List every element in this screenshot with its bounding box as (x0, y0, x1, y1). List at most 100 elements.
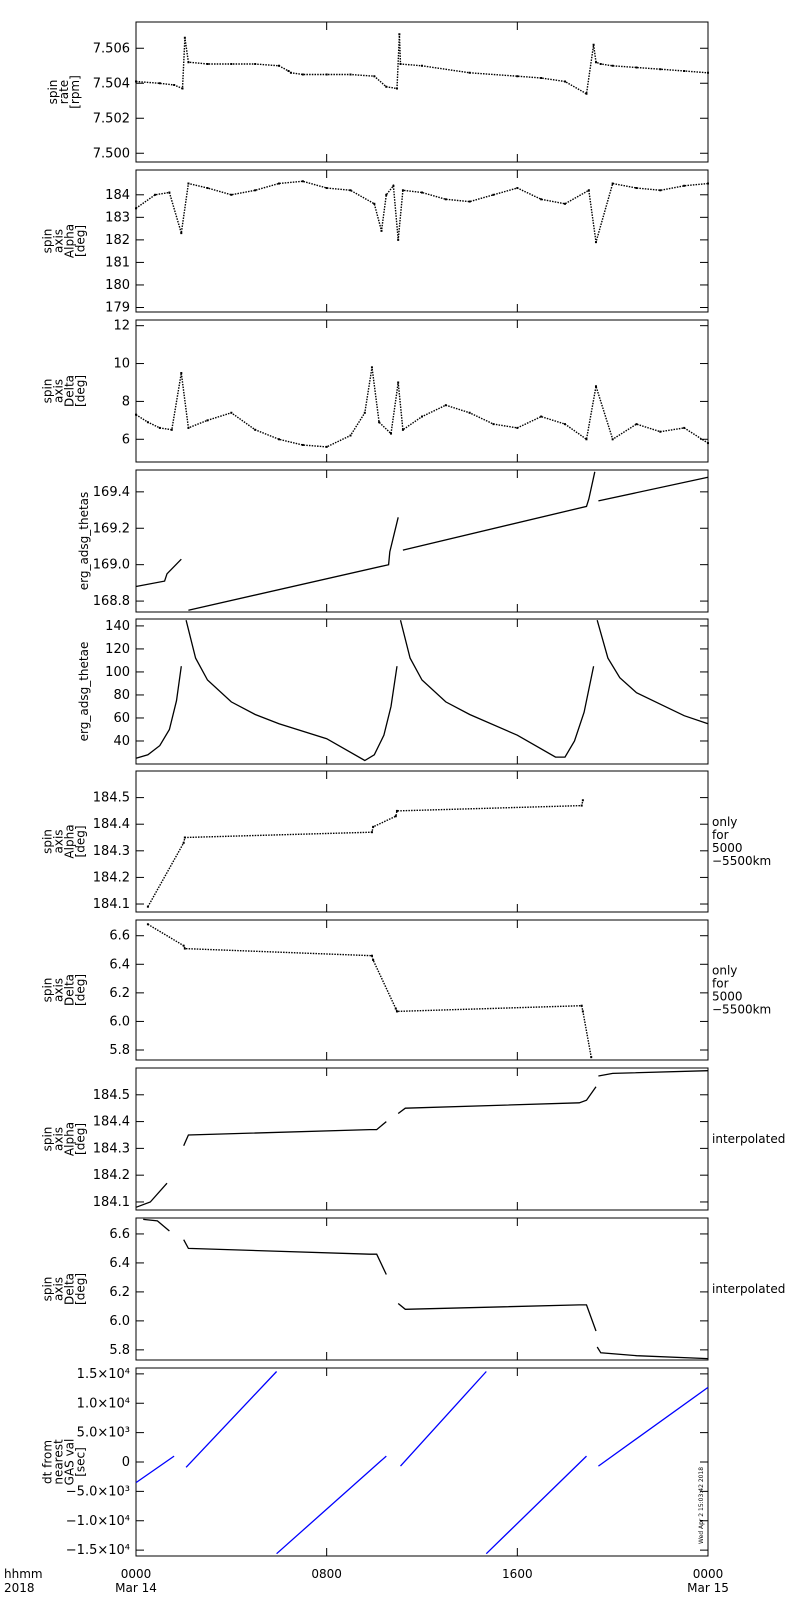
y-tick-label: 8 (122, 394, 130, 409)
y-tick-label: 180 (105, 278, 130, 293)
data-point (401, 189, 404, 192)
y-tick-label: 184.4 (93, 1115, 130, 1130)
data-point (301, 180, 304, 183)
panel-frame (135, 1067, 709, 1211)
data-point (468, 71, 471, 74)
data-point (380, 229, 383, 232)
y-tick-label: 183 (105, 210, 130, 225)
data-point (287, 70, 290, 72)
data-point (146, 421, 149, 424)
data-point (385, 193, 388, 196)
panel-frame (135, 919, 709, 1061)
data-point (301, 443, 304, 446)
y-tick-label: 184.3 (93, 1141, 130, 1156)
x-tick-label: 0800 (311, 1567, 342, 1581)
y-axis-label-line: [rpm] (68, 75, 82, 109)
y-tick-label: 5.8 (109, 1043, 130, 1058)
series-line (135, 558, 182, 588)
y-axis-label-line: dt from (41, 1440, 55, 1484)
data-point (516, 426, 519, 429)
y-axis-label-line: [deg] (74, 225, 88, 257)
data-point (444, 404, 447, 407)
data-point (278, 182, 280, 185)
panel-frame (135, 169, 709, 313)
y-tick-label: 5.0×10³ (77, 1426, 130, 1441)
data-point (187, 426, 190, 429)
y-tick-label: 6.0 (109, 1314, 130, 1329)
y-tick-label: 184.1 (93, 897, 130, 912)
data-point (394, 1007, 397, 1010)
y-tick-label: 169.4 (93, 485, 130, 500)
data-point (592, 43, 595, 46)
y-tick-label: 184.5 (93, 791, 130, 806)
series-line (596, 1346, 709, 1360)
data-point (659, 430, 662, 433)
data-point (611, 182, 614, 185)
panel-note: interpolated (712, 1132, 785, 1146)
data-point (278, 438, 280, 441)
data-point (594, 385, 597, 388)
x-year-label: 2018 (4, 1581, 35, 1595)
y-tick-label: 6.6 (109, 929, 130, 944)
data-point (590, 1056, 593, 1059)
series-line (135, 1182, 168, 1208)
data-point (394, 815, 397, 818)
y-tick-label: 80 (113, 688, 130, 703)
series-line (188, 517, 399, 611)
series-trace (135, 34, 709, 95)
y-tick-label: 6.2 (109, 986, 130, 1001)
y-tick-label: −1.5×10⁴ (66, 1543, 130, 1558)
y-tick-label: 169.2 (93, 521, 130, 536)
panel-note: −5500km (712, 1003, 771, 1017)
panel-5: 40 60 80 100 120 140 erg_adsg_thetae (77, 618, 709, 765)
y-tick-label: 181 (105, 255, 130, 270)
y-axis-label-line: axis (52, 379, 66, 403)
series-trace (147, 923, 592, 1058)
y-axis-label-line: axis (52, 978, 66, 1002)
data-point (372, 825, 375, 828)
data-point (594, 61, 597, 64)
data-point (170, 428, 173, 431)
series-line (485, 1455, 587, 1555)
data-point (581, 1010, 584, 1013)
y-axis-label-line: axis (52, 229, 66, 253)
data-point (301, 73, 304, 76)
data-point (146, 905, 149, 908)
data-point (325, 445, 328, 448)
y-tick-label: 184 (105, 188, 130, 203)
series-trace (147, 800, 584, 908)
y-tick-label: 6.4 (109, 957, 130, 972)
y-axis-label: erg_adsg_thetae (77, 642, 91, 742)
y-axis-label-line: axis (52, 1127, 66, 1151)
data-point (385, 85, 388, 88)
data-point (187, 61, 190, 64)
series-line (596, 620, 709, 725)
panel-10: −1.5×10⁴ −1.0×10⁴ −5.0×10³ 0 5.0×10³ 1.0×10⁴ 1… (41, 1367, 709, 1558)
data-point (635, 66, 638, 69)
panel-note: 5000 (712, 841, 743, 855)
panel-frame (135, 1367, 709, 1557)
data-point (594, 241, 597, 244)
series-line (397, 1302, 597, 1332)
panel-note: only (712, 815, 737, 829)
data-point (587, 189, 590, 192)
data-point (683, 184, 686, 187)
y-axis-label-line: nearest (52, 1439, 66, 1485)
y-axis-label-line: [sec] (74, 1447, 88, 1477)
data-point (135, 413, 137, 416)
data-point (468, 411, 471, 414)
y-tick-label: 7.502 (93, 111, 130, 126)
y-axis-label-line: [deg] (74, 1123, 88, 1155)
data-point (707, 182, 709, 185)
series-line (400, 1371, 487, 1467)
series-line (185, 620, 398, 762)
series-line (598, 1386, 709, 1467)
data-point (373, 202, 376, 205)
series-trace (135, 367, 709, 448)
y-tick-label: 184.5 (93, 1088, 130, 1103)
